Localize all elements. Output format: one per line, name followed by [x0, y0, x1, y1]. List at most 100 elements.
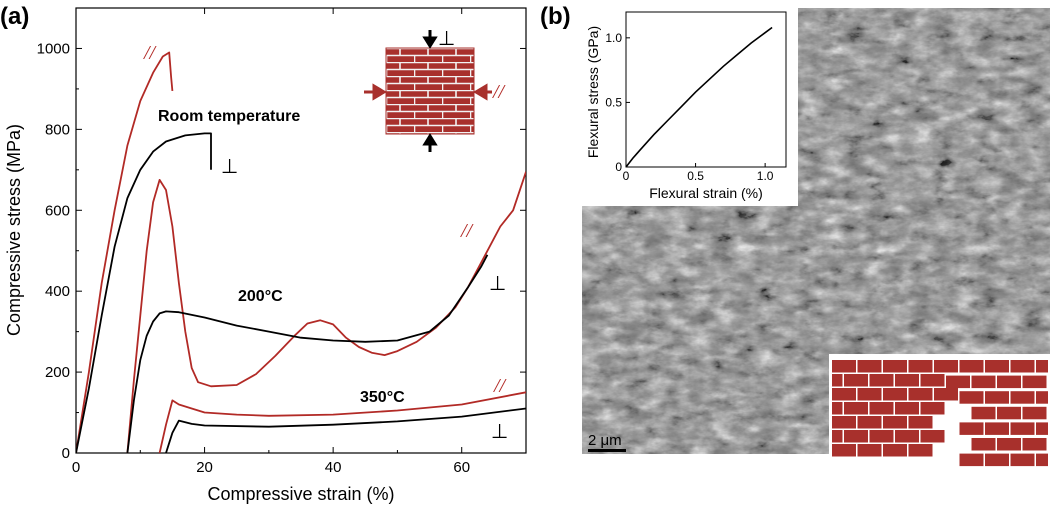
brick	[908, 388, 933, 401]
arrow-down-icon	[422, 30, 438, 49]
brick	[1022, 375, 1047, 389]
perpendicular-symbol: ⊥	[438, 26, 455, 50]
brick-schematic	[364, 30, 492, 152]
brick	[971, 375, 996, 389]
brick	[895, 430, 919, 443]
brick	[959, 422, 984, 435]
brick	[869, 430, 894, 443]
brick	[1036, 391, 1048, 404]
brick	[832, 444, 856, 457]
y-tick-label: 400	[45, 283, 70, 300]
brick	[997, 438, 1021, 451]
brick	[895, 374, 919, 387]
label-200c: 200°C	[238, 288, 283, 305]
panel-b-label: (b)	[540, 3, 571, 30]
inset-y-tick-label: 0	[615, 160, 622, 174]
brick	[869, 402, 894, 415]
brick	[985, 453, 1009, 467]
brick	[883, 388, 907, 401]
series-line-5	[165, 407, 526, 453]
inset-y-axis-title: Flexural stress (GPa)	[585, 26, 601, 158]
y-tick-label: 200	[45, 364, 70, 381]
brick	[908, 360, 933, 373]
parallel-symbol: //	[493, 375, 508, 397]
series-line-4	[158, 391, 526, 453]
series-line-1	[76, 132, 212, 453]
brick	[857, 416, 882, 429]
brick	[1036, 422, 1048, 435]
parallel-symbol: //	[492, 81, 507, 103]
brick	[1022, 406, 1047, 420]
brick	[857, 360, 882, 373]
brick	[832, 360, 856, 373]
brick	[832, 416, 856, 429]
brick	[1022, 438, 1047, 451]
brick	[934, 388, 958, 401]
brick	[946, 375, 970, 389]
brick	[844, 430, 868, 443]
parallel-symbol: //	[460, 220, 475, 242]
brick	[997, 406, 1021, 420]
brick	[857, 444, 882, 457]
arrow-left-icon	[473, 83, 492, 101]
series-line-3	[126, 254, 489, 453]
perpendicular-symbol: ⊥	[491, 419, 508, 443]
inset-x-tick-label: 0	[623, 169, 630, 183]
brick	[920, 430, 945, 443]
brick	[869, 374, 894, 387]
inset-axis-ticks: 0 0.5 1.0 0 0.5 1.0	[605, 31, 773, 183]
brick	[920, 374, 945, 387]
y-tick-label: 0	[62, 445, 70, 462]
panel-b: (b) 0 0.5 1.0 0 0.5 1.0 Flexural strain (%) F…	[540, 0, 1050, 467]
parallel-symbol: //	[143, 42, 158, 64]
x-tick-label: 20	[196, 459, 213, 476]
brick	[959, 360, 984, 373]
inset-x-axis-title: Flexural strain (%)	[649, 185, 763, 201]
plot-area	[76, 51, 526, 453]
brick	[959, 453, 984, 467]
perpendicular-symbol: ⊥	[221, 154, 238, 178]
brick	[844, 374, 868, 387]
brick	[971, 438, 996, 451]
brick	[985, 360, 1009, 373]
scale-bar-label: 2 μm	[588, 432, 622, 449]
brick	[895, 402, 919, 415]
series-line-2	[126, 171, 526, 453]
brick	[832, 430, 843, 443]
brick	[997, 375, 1021, 389]
brick	[1010, 391, 1035, 404]
brick	[1036, 453, 1048, 467]
brick-wall	[386, 48, 474, 134]
inset-y-tick-label: 1.0	[605, 31, 622, 45]
series-line-0	[76, 51, 174, 453]
inset-plot-area	[625, 26, 773, 168]
brick	[1010, 453, 1035, 467]
y-tick-label: 1000	[37, 40, 70, 57]
brick	[959, 391, 984, 404]
arrow-right-icon	[364, 83, 387, 101]
x-tick-label: 0	[72, 459, 80, 476]
brick	[832, 402, 843, 415]
brick	[971, 406, 996, 420]
x-tick-label: 40	[325, 459, 342, 476]
x-tick-label: 60	[453, 459, 470, 476]
panel-a-label: (a)	[0, 3, 29, 30]
brick	[908, 416, 933, 429]
cracked-brick-schematic	[829, 354, 1050, 467]
brick	[844, 402, 868, 415]
brick	[832, 374, 843, 387]
axes-frame	[75, 7, 527, 454]
label-350c: 350°C	[360, 389, 405, 406]
inset-x-tick-label: 1.0	[757, 169, 774, 183]
x-axis-title: Compressive strain (%)	[207, 484, 394, 504]
brick	[920, 402, 945, 415]
y-axis-title: Compressive stress (MPa)	[4, 124, 24, 336]
brick	[883, 416, 907, 429]
brick	[883, 360, 907, 373]
label-room-temperature: Room temperature	[158, 108, 300, 125]
perpendicular-symbol: ⊥	[489, 271, 506, 295]
brick	[857, 388, 882, 401]
